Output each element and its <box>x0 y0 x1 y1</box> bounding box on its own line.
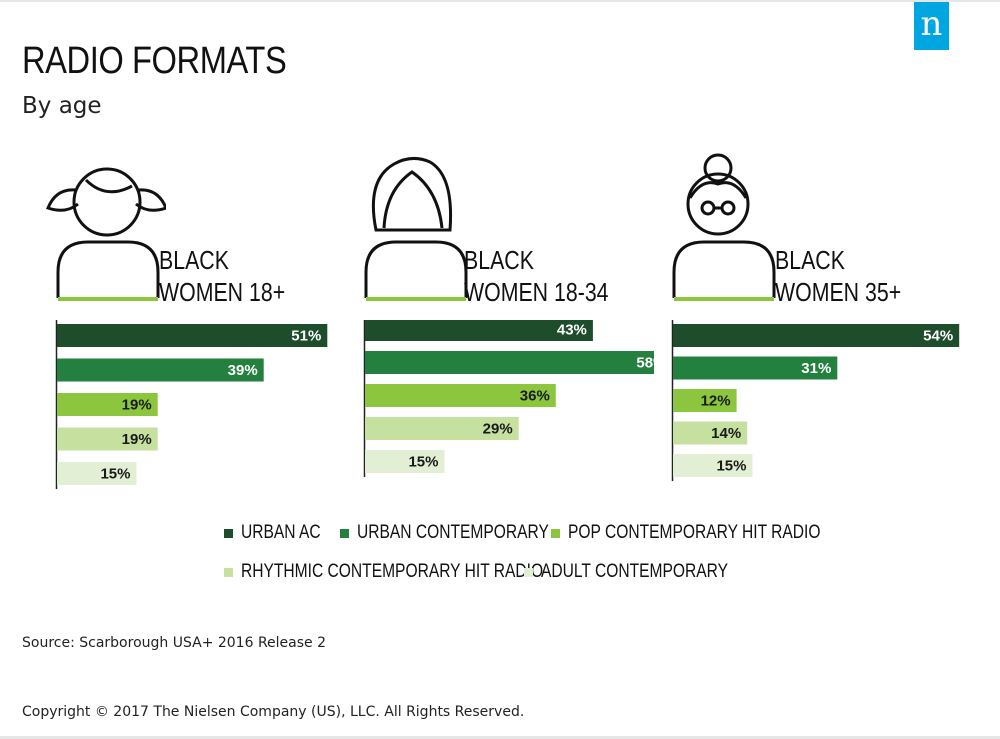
bar-urban-contemporary <box>57 358 264 382</box>
bar-rhythmic-contemporary-hit-radio <box>673 421 748 445</box>
bar-value-label: 29% <box>483 421 513 438</box>
legend: URBAN AC URBAN CONTEMPORARY POP CONTEMPO… <box>0 520 1000 590</box>
source-note: Source: Scarborough USA+ 2016 Release 2 <box>22 635 327 651</box>
bar-urban-ac <box>365 320 593 341</box>
older-woman-bun-glasses-icon <box>672 153 776 301</box>
chart-group-women-35-plus: BLACK WOMEN 35+ 54% 31% 12% 14% 15% <box>662 150 962 500</box>
woman-long-hair-icon <box>364 157 468 301</box>
bar-value-label: 43% <box>557 322 587 339</box>
group-label: BLACK WOMEN 35+ <box>775 245 902 307</box>
bar-urban-contemporary <box>673 356 838 380</box>
bar-value-label: 19% <box>122 397 152 414</box>
nielsen-logo: n <box>914 2 949 50</box>
bar-value-label: 36% <box>520 388 550 405</box>
bar-rhythmic-contemporary-hit-radio <box>57 427 158 451</box>
bar-pop-contemporary-hit-radio <box>673 389 737 412</box>
copyright-note: Copyright © 2017 The Nielsen Company (US… <box>22 704 525 720</box>
bar-chart-women-18-plus: 51% 39% 19% 19% 15% <box>55 320 328 489</box>
legend-item-urban-contemporary: URBAN CONTEMPORARY <box>340 522 591 544</box>
bar-value-label: 19% <box>122 431 152 448</box>
legend-swatch <box>224 567 233 577</box>
bar-chart-women-35-plus: 54% 31% 12% 14% 15% <box>671 320 960 481</box>
bar-pop-contemporary-hit-radio <box>365 384 556 407</box>
bar-adult-contemporary <box>57 462 137 485</box>
bar-urban-ac <box>673 324 960 347</box>
bar-adult-contemporary <box>365 450 445 473</box>
legend-swatch <box>524 567 533 577</box>
group-label: BLACK WOMEN 18-34 <box>464 245 609 307</box>
bar-value-label: 54% <box>923 328 953 345</box>
bar-value-label: 15% <box>716 458 746 475</box>
bar-value-label: 58% <box>636 355 654 372</box>
top-border <box>0 0 1000 2</box>
bar-urban-contemporary <box>365 351 654 374</box>
girl-pigtails-icon <box>46 167 166 301</box>
chart-group-women-18-plus: BLACK WOMEN 18+ 51% 39% 19% 19% 15% <box>46 150 346 500</box>
page-subtitle: By age <box>22 93 102 119</box>
legend-swatch <box>551 528 560 538</box>
bar-adult-contemporary <box>673 454 753 477</box>
group-label: BLACK WOMEN 18+ <box>159 245 286 307</box>
bar-value-label: 14% <box>711 425 741 442</box>
bar-rhythmic-contemporary-hit-radio <box>365 417 519 440</box>
page-title: RADIO FORMATS <box>22 40 287 82</box>
legend-swatch <box>224 528 233 538</box>
legend-item-pop-chr: POP CONTEMPORARY HIT RADIO <box>551 522 876 544</box>
bar-value-label: 12% <box>701 393 731 410</box>
bar-pop-contemporary-hit-radio <box>57 393 158 416</box>
bar-value-label: 31% <box>801 360 831 377</box>
bar-value-label: 51% <box>291 328 321 345</box>
bar-value-label: 15% <box>100 466 130 483</box>
bar-chart-women-18-34: 43% 58% 36% 29% 15% <box>363 320 654 477</box>
legend-item-rhythmic-chr: RHYTHMIC CONTEMPORARY HIT RADIO <box>224 561 609 583</box>
legend-item-urban-ac: URBAN AC <box>224 522 338 544</box>
bar-value-label: 15% <box>408 454 438 471</box>
legend-swatch <box>340 528 349 538</box>
bottom-border <box>0 736 1000 739</box>
legend-item-adult-contemporary: ADULT CONTEMPORARY <box>524 561 769 583</box>
bar-urban-ac <box>57 324 328 347</box>
chart-group-women-18-34: BLACK WOMEN 18-34 43% 58% 36% 29% 15% <box>354 150 654 500</box>
bar-value-label: 39% <box>228 362 258 379</box>
